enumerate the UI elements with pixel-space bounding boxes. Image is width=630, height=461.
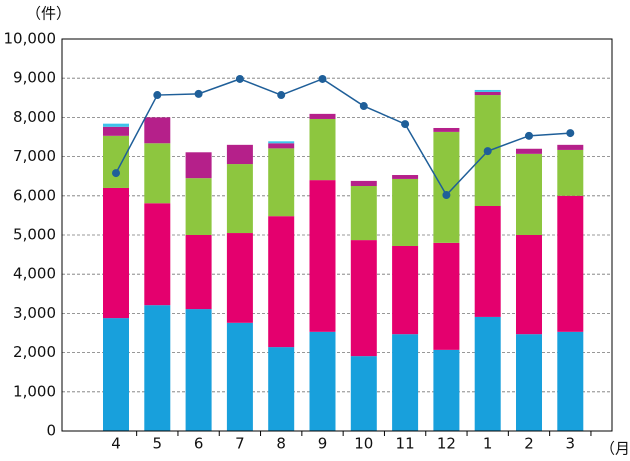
plot-frame [61,38,613,432]
line-marker [442,191,451,200]
bar-segment [226,164,253,234]
bar-segment [350,240,377,357]
bar-segment [350,180,377,186]
bar-segment [226,233,253,323]
y-tick-label: 0 [46,422,56,440]
y-tick-label: 5,000 [13,226,56,244]
y-tick-label: 8,000 [13,108,56,126]
bar-segment [516,235,542,335]
line-marker [112,169,120,178]
bar-segment [226,322,253,431]
y-axis-label: （件） [26,5,71,23]
y-tick-label: 2,000 [13,343,56,361]
bar-segment [433,131,460,243]
bar-segment [103,126,129,136]
bar-segment [185,235,212,310]
x-tick-label: 2 [524,435,534,453]
x-tick-label: 1 [483,435,493,453]
bar-segment [103,318,129,431]
y-tick-label: 7,000 [13,147,56,165]
x-tick-label: 5 [153,435,163,453]
y-tick-label: 4,000 [13,265,56,283]
bar-segment [309,113,336,119]
bar-segment [185,152,212,179]
line-marker [318,74,327,83]
line-marker [566,129,575,138]
bar-segment [103,187,129,319]
bar-segment [516,153,542,235]
bar-segment [268,148,295,217]
x-axis-label: （月） [600,440,630,458]
bar-segment [144,305,171,431]
bar-segment [103,135,129,188]
bar-segment [144,117,171,144]
x-tick-label: 9 [318,435,328,453]
bar-segment [268,347,295,431]
x-tick-label: 4 [111,435,121,453]
line-marker [483,147,492,156]
bar-segment [350,186,377,241]
x-tick-label: 10 [354,435,373,453]
line-marker [401,120,410,129]
bar-segment [309,331,336,431]
line-marker [194,89,203,98]
bar-segment [268,143,295,149]
x-tick-label: 6 [194,435,204,453]
bar-segment [392,175,419,179]
bar-segment [474,91,501,96]
y-tick-label: 9,000 [13,69,56,87]
x-tick-label: 7 [235,435,245,453]
bar-segment [516,148,542,154]
line-marker [235,74,244,83]
bar-segment [144,203,171,306]
line-marker [153,91,162,100]
bar-segment [392,245,419,335]
bar-segment [185,309,212,431]
bar-segment [516,334,542,431]
x-tick-label: 11 [396,435,415,453]
bar-segment [268,141,295,144]
bar-segment [474,205,501,317]
bar-segment [268,216,295,348]
bar-segment [557,331,584,431]
bar-segment [103,123,129,127]
bar-segment [185,178,212,235]
bar-segment [226,144,253,165]
bar-segment [392,178,419,246]
x-tick-label: 3 [566,435,576,453]
y-tick-label: 6,000 [13,186,56,204]
y-tick-label: 3,000 [13,304,56,322]
bar-segment [557,149,584,196]
y-tick-label: 1,000 [13,382,56,400]
bar-segment [309,118,336,181]
y-tick-label: 10,000 [4,30,57,48]
bar-segment [474,89,501,92]
bar-segment [557,195,584,332]
line-marker [359,102,368,111]
bar-segment [557,144,584,150]
bar-segment [433,127,460,132]
bar-segment [474,316,501,431]
line-marker [525,131,533,140]
bar-segment [433,349,460,431]
bar-segment [144,143,171,204]
x-tick-label: 12 [437,435,456,453]
bar-segment [433,242,460,350]
bar-segment [392,334,419,431]
bar-segment [309,180,336,332]
line [115,78,571,197]
line-marker [277,91,286,100]
x-tick-label: 8 [276,435,286,453]
bar-segment [350,356,377,431]
